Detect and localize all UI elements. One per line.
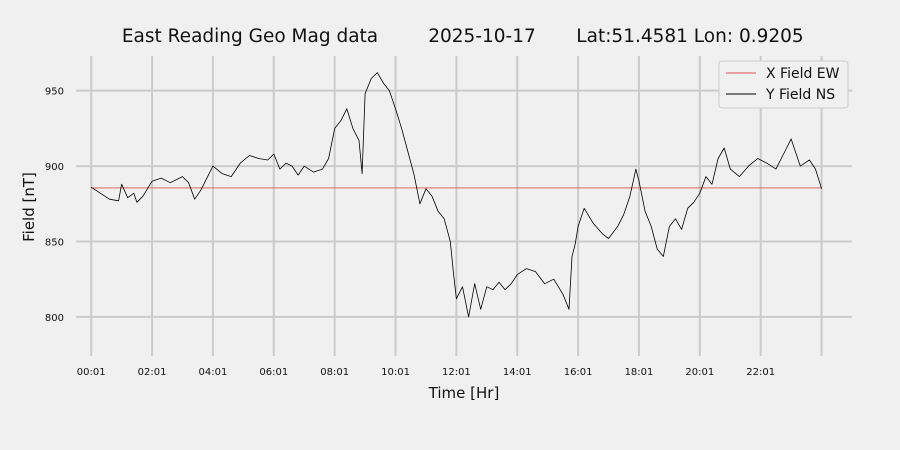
x-axis-label: Time [Hr] <box>428 384 500 402</box>
x-tick-label: 06:01 <box>259 367 288 378</box>
x-tick-label: 22:01 <box>746 367 775 378</box>
chart-location: Lat:51.4581 Lon: 0.9205 <box>576 26 803 47</box>
chart-title: East Reading Geo Mag data <box>122 26 378 47</box>
x-tick-label: 08:01 <box>320 367 349 378</box>
x-tick-label: 14:01 <box>503 367 532 378</box>
x-tick-label: 16:01 <box>564 367 593 378</box>
y-tick-label: 800 <box>45 313 64 324</box>
y-axis-label: Field [nT] <box>20 172 38 242</box>
chart-date: 2025-10-17 <box>428 26 536 47</box>
series-line-y-field <box>90 72 822 318</box>
x-tick-label: 04:01 <box>199 367 228 378</box>
x-tick-label: 02:01 <box>138 367 167 378</box>
y-tick-label: 900 <box>45 162 64 173</box>
legend-label-x-field: X Field EW <box>766 66 840 82</box>
legend-label-y-field: Y Field NS <box>765 87 835 103</box>
y-tick-label: 950 <box>45 87 64 98</box>
x-tick-label: 20:01 <box>685 367 714 378</box>
x-tick-label: 00:01 <box>77 367 106 378</box>
x-tick-label: 18:01 <box>625 367 654 378</box>
x-tick-label: 10:01 <box>381 367 410 378</box>
tick-labels: 00:01 02:01 04:01 06:01 08:01 10:01 12:01 14:01… <box>45 87 775 378</box>
x-tick-label: 12:01 <box>442 367 471 378</box>
y-tick-label: 850 <box>45 237 64 248</box>
legend: X Field EW Y Field NS <box>718 60 849 109</box>
series-lines <box>90 72 822 318</box>
